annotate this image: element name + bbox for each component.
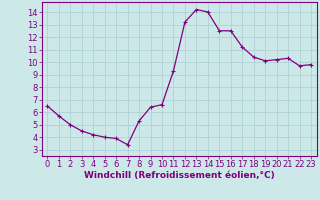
X-axis label: Windchill (Refroidissement éolien,°C): Windchill (Refroidissement éolien,°C) [84,171,275,180]
